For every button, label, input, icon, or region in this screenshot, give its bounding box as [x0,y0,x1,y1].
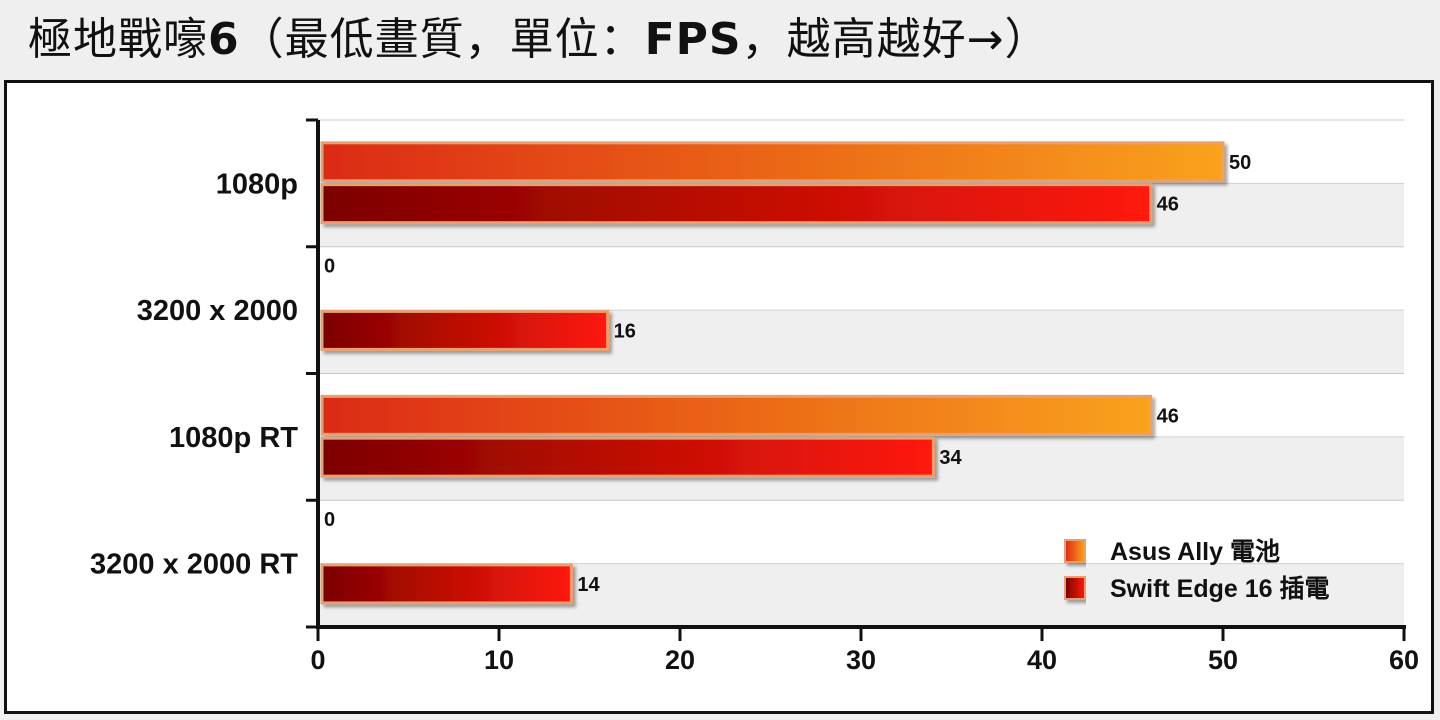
chart-title: 極地戰嚎6（最低畫質，單位：FPS，越高越好→） [28,8,1050,72]
bar-asus-ally [320,394,1153,436]
category-label: 3200 x 2000 RT [90,549,298,581]
x-tick-label: 20 [665,645,695,675]
x-tick-label: 50 [1208,645,1238,675]
data-label: 16 [614,320,636,342]
data-label: 34 [939,447,962,469]
x-tick-label: 0 [310,645,325,675]
bar-swift-edge-16 [320,563,573,605]
legend: Asus Ally 電池 Swift Edge 16 插電 [1064,538,1329,603]
title-end: ，越高越好→） [741,14,1050,65]
legend-label: Asus Ally 電池 [1110,538,1280,566]
legend-swatch [1064,539,1086,563]
x-tick-label: 10 [484,645,514,675]
legend-label: Swift Edge 16 插電 [1110,575,1329,603]
category-label: 1080p [216,168,298,200]
data-label: 50 [1229,152,1251,174]
bar-swift-edge-16 [320,436,935,478]
x-tick-label: 40 [1027,645,1057,675]
category-label: 3200 x 2000 [137,295,298,327]
data-label: 0 [324,256,335,278]
category-label: 1080p RT [169,422,298,454]
axes: 1080p 3200 x 2000 1080p RT 3200 x 2000 RT 0 1… [90,118,1419,675]
data-label: 0 [324,509,335,531]
x-tick-label: 30 [846,645,876,675]
bars: 50 46 0 16 46 34 0 14 [320,141,1251,605]
title-rest: （最低畫質，單位： [239,14,645,65]
data-label: 46 [1157,194,1179,216]
title-unit: FPS [644,14,742,65]
bar-swift-edge-16 [320,309,610,351]
bar-asus-ally [320,141,1225,183]
title-main: 極地戰嚎 [28,14,208,65]
data-label: 46 [1157,405,1179,427]
bar-swift-edge-16 [320,183,1153,225]
data-label: 14 [577,574,600,596]
x-tick-label: 60 [1389,645,1419,675]
legend-swatch [1064,576,1086,600]
title-number: 6 [208,14,240,65]
